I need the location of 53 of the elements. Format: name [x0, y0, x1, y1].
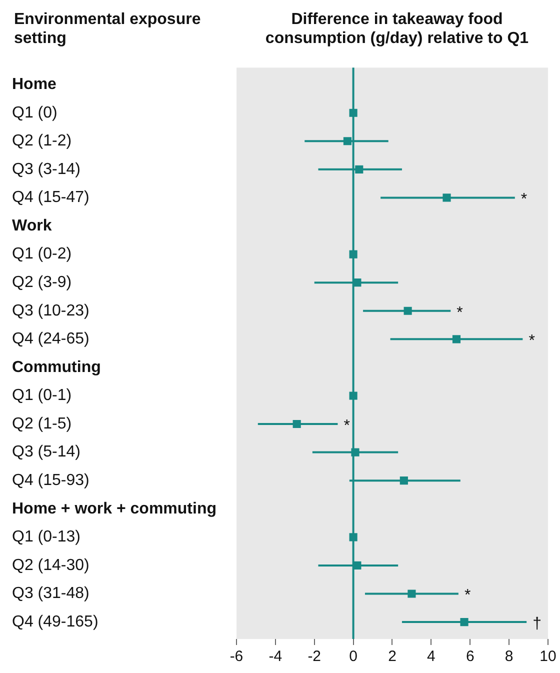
point	[343, 137, 352, 146]
y-tick-label: Q3 (3-14)	[12, 160, 80, 178]
x-tick-label: 8	[504, 648, 514, 666]
y-tick-label: Q3 (10-23)	[12, 302, 90, 320]
x-tick-label: 4	[427, 648, 436, 666]
y-tick-label: Home	[12, 76, 57, 93]
point	[452, 335, 461, 344]
point	[349, 392, 358, 400]
annotation: *	[520, 191, 528, 208]
point	[353, 561, 362, 570]
point	[351, 448, 360, 456]
y-tick-label: Q1 (0-13)	[12, 528, 80, 546]
y-tick-label: Q4 (24-65)	[12, 330, 90, 348]
y-tick-label: Q2 (14-30)	[12, 556, 90, 574]
x-axis-title: Difference in takeaway food consumption (g/day) relative to Q1	[264, 10, 530, 48]
point	[292, 420, 301, 428]
annotation: †	[532, 615, 542, 632]
x-tick-label: 2	[388, 648, 396, 666]
x-tick-label: -6	[230, 648, 244, 666]
y-tick-label: Q4 (49-165)	[12, 613, 98, 630]
y-tick-label: Commuting	[12, 358, 101, 376]
y-axis-title: Environmental exposure setting	[14, 10, 202, 48]
annotation: *	[464, 587, 471, 604]
point	[460, 618, 468, 626]
y-tick-label: Q3 (31-48)	[12, 585, 90, 602]
y-tick-label: Home + work + commuting	[12, 500, 216, 518]
x-tick-label: -4	[268, 648, 282, 666]
point	[404, 306, 412, 315]
y-tick-label: Q4 (15-93)	[12, 472, 90, 489]
y-tick-label: Work	[12, 217, 52, 234]
x-tick-label: 10	[540, 648, 556, 666]
point	[353, 278, 362, 287]
point	[442, 194, 451, 202]
annotation: *	[528, 332, 535, 350]
y-tick-label: Q1 (0-1)	[12, 387, 72, 404]
point	[400, 476, 408, 485]
annotation: *	[456, 304, 463, 322]
x-tick-label: 0	[349, 648, 358, 666]
point	[349, 108, 358, 117]
y-tick-label: Q3 (5-14)	[12, 444, 80, 461]
y-tick-label: Q2 (3-9)	[12, 274, 72, 291]
y-tick-label: Q1 (0)	[12, 104, 58, 122]
y-tick-label: Q2 (1-2)	[12, 132, 72, 150]
point	[349, 250, 358, 258]
y-tick-label: Q1 (0-2)	[12, 246, 72, 263]
y-tick-label: Q2 (1-5)	[12, 415, 72, 432]
point	[349, 533, 358, 542]
annotation: *	[344, 417, 350, 434]
point	[355, 165, 364, 174]
x-tick-label: 6	[466, 648, 474, 666]
y-tick-label: Q4 (15-47)	[12, 189, 90, 206]
x-tick-label: -2	[308, 648, 322, 666]
point	[408, 590, 416, 598]
